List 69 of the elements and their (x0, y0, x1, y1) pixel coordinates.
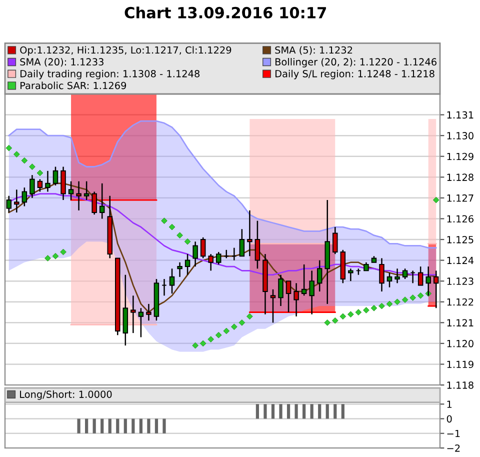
candlestick (99, 182, 105, 220)
candlestick (278, 274, 284, 307)
candlestick (192, 240, 198, 268)
y-tick-label: 1.131 (447, 111, 474, 119)
candlestick (92, 191, 97, 216)
y-tick-label: 1.118 (447, 381, 474, 389)
candlestick (294, 282, 299, 318)
candlestick (37, 178, 43, 192)
candlestick (309, 270, 314, 315)
candlestick (433, 270, 439, 309)
y-tick-label: 1.127 (447, 194, 474, 202)
candlestick (286, 280, 292, 313)
candlestick (332, 226, 338, 255)
legend-label: Daily S/L region: 1.1248 - 1.1218 (276, 70, 434, 80)
candlestick (239, 228, 245, 257)
candlestick (169, 268, 175, 294)
legend-label: Bollinger (20, 2): 1.1220 - 1.1246 (276, 58, 436, 68)
y-tick-label: 1.122 (447, 298, 474, 306)
legend-label: Parabolic SAR: 1.1269 (20, 82, 126, 90)
candlestick (146, 303, 152, 322)
candlestick (402, 268, 408, 280)
candlestick (316, 260, 322, 292)
y-tick-label: 1.124 (447, 256, 474, 264)
candlestick (247, 210, 252, 257)
candlestick (418, 266, 424, 286)
legend-label: Daily trading region: 1.1308 - 1.1248 (20, 70, 200, 80)
candlestick (254, 220, 260, 270)
candlestick (22, 186, 28, 207)
y-tick-label: 1.123 (447, 278, 474, 285)
candlestick (184, 253, 190, 276)
candlestick (301, 264, 307, 296)
candlestick (60, 166, 66, 201)
candlestick (270, 288, 276, 324)
y-tick-label: 1.121 (447, 319, 474, 326)
y-tick-label: 0 (446, 415, 452, 423)
y-tick-label: 1.125 (447, 236, 474, 244)
y-tick-label: 1.129 (447, 152, 474, 160)
candlestick (68, 180, 74, 201)
candlestick (138, 307, 144, 338)
candlestick (52, 166, 58, 186)
chart-title: Chart 13.09.2016 10:17 (124, 6, 326, 18)
y-tick-label: 1.128 (447, 174, 474, 181)
y-tick-label: −1 (447, 430, 460, 438)
line-series (8, 120, 437, 249)
candlestick (386, 272, 392, 288)
candlestick (130, 294, 136, 334)
y-tick-label: −2 (447, 444, 460, 452)
candlestick (30, 174, 35, 199)
candlestick (177, 262, 182, 278)
legend-label: SMA (5): 1.1232 (275, 46, 352, 55)
y-tick-label: 1.119 (447, 360, 474, 368)
candlestick (76, 180, 82, 212)
y-tick-label: 1.130 (447, 132, 474, 140)
candlestick (216, 251, 222, 266)
y-tick-label: 1.126 (447, 215, 474, 223)
candlestick (6, 195, 12, 214)
legend-label: SMA (20): 1.1233 (20, 58, 104, 67)
legend-label: Op:1.1232, Hi:1.1235, Lo:1.1217, Cl:1.1229 (20, 46, 232, 56)
candlestick (45, 170, 50, 192)
candlestick (394, 268, 400, 284)
candlestick (14, 188, 20, 214)
candlestick (379, 258, 384, 292)
candlestick (208, 253, 214, 272)
y-tick-label: 1 (447, 400, 452, 408)
legend-label: Long/Short: 1.0000 (20, 390, 112, 400)
candlestick (200, 236, 206, 259)
candlestick (84, 180, 90, 201)
candlestick (348, 268, 354, 282)
y-tick-label: 1.120 (447, 340, 474, 348)
